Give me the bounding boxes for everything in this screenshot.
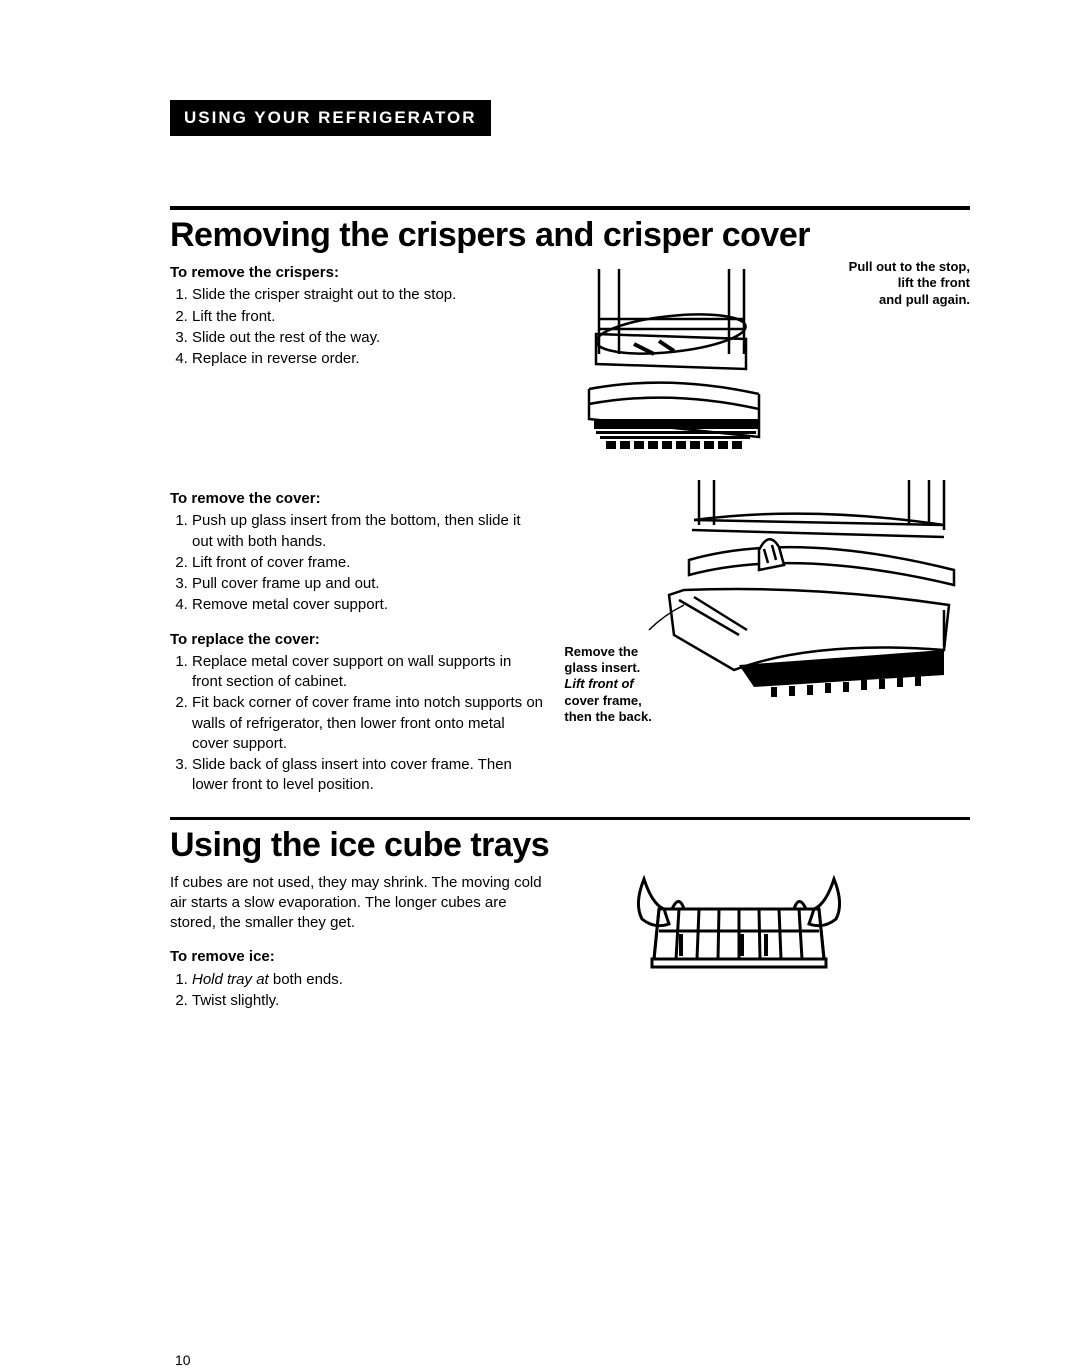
crispers-figure-1: Pull out to the stop, lift the front and… bbox=[564, 259, 970, 469]
subhead-replace-cover: To replace the cover: bbox=[170, 630, 544, 650]
ice-text: If cubes are not used, they may shrink. … bbox=[170, 869, 544, 1013]
ice-figure bbox=[564, 869, 970, 1013]
list-item: Fit back corner of cover frame into notc… bbox=[192, 693, 544, 754]
page-number: 10 bbox=[175, 1352, 970, 1368]
crispers-text-2: To remove the cover: Push up glass inser… bbox=[170, 475, 544, 797]
list-item: Slide back of glass insert into cover fr… bbox=[192, 755, 544, 796]
crisper-drawer-illustration bbox=[574, 259, 804, 469]
list-item: Twist slightly. bbox=[192, 991, 544, 1011]
list-item: Slide the crisper straight out to the st… bbox=[192, 285, 544, 305]
cover-removal-illustration bbox=[644, 475, 964, 725]
remove-cover-list: Push up glass insert from the bottom, th… bbox=[170, 511, 544, 615]
list-item: Lift front of cover frame. bbox=[192, 553, 544, 573]
section-title-ice: Using the ice cube trays bbox=[170, 826, 970, 865]
section-banner: USING YOUR REFRIGERATOR bbox=[170, 100, 491, 136]
list-item: Remove metal cover support. bbox=[192, 595, 544, 615]
list-item: Hold tray at both ends. bbox=[192, 970, 544, 990]
list-item: Replace metal cover support on wall supp… bbox=[192, 652, 544, 693]
list-item: Pull cover frame up and out. bbox=[192, 574, 544, 594]
list-item: Replace in reverse order. bbox=[192, 349, 544, 369]
list-item: Slide out the rest of the way. bbox=[192, 328, 544, 348]
section-title-crispers: Removing the crispers and crisper cover bbox=[170, 216, 970, 255]
subhead-remove-cover: To remove the cover: bbox=[170, 489, 544, 509]
remove-ice-list: Hold tray at both ends. Twist slightly. bbox=[170, 970, 544, 1012]
top-rule bbox=[170, 206, 970, 210]
subhead-remove-crispers: To remove the crispers: bbox=[170, 263, 544, 283]
ice-row: If cubes are not used, they may shrink. … bbox=[170, 869, 970, 1013]
ice-intro: If cubes are not used, they may shrink. … bbox=[170, 873, 544, 934]
figure-caption-remove-glass: Remove the glass insert. Lift front of c… bbox=[564, 644, 684, 725]
figure-caption-pullout: Pull out to the stop, lift the front and… bbox=[820, 259, 970, 308]
subhead-remove-ice: To remove ice: bbox=[170, 947, 544, 967]
ice-tray-illustration bbox=[624, 869, 854, 979]
crispers-row-2: To remove the cover: Push up glass inser… bbox=[170, 475, 970, 797]
crispers-row-1: To remove the crispers: Slide the crispe… bbox=[170, 259, 970, 469]
crispers-figure-2: Remove the glass insert. Lift front of c… bbox=[564, 475, 970, 735]
remove-crispers-list: Slide the crisper straight out to the st… bbox=[170, 285, 544, 369]
crispers-text-1: To remove the crispers: Slide the crispe… bbox=[170, 259, 544, 469]
list-item: Lift the front. bbox=[192, 307, 544, 327]
replace-cover-list: Replace metal cover support on wall supp… bbox=[170, 652, 544, 796]
manual-page: USING YOUR REFRIGERATOR Removing the cri… bbox=[0, 0, 1080, 1368]
list-item: Push up glass insert from the bottom, th… bbox=[192, 511, 544, 552]
mid-rule bbox=[170, 817, 970, 820]
